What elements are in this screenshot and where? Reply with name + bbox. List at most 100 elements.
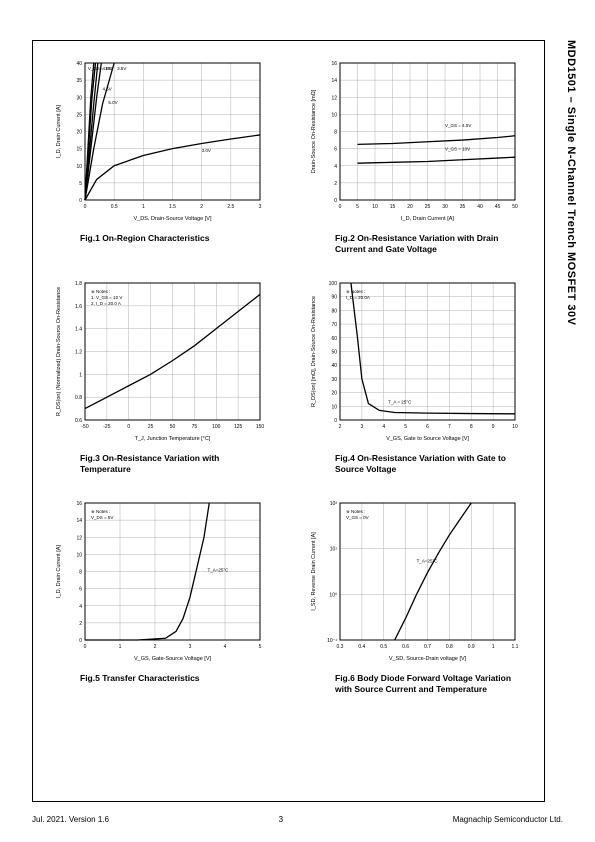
svg-text:12: 12: [331, 95, 337, 101]
svg-text:R_DS(on) (Normalized) Drain-So: R_DS(on) (Normalized) Drain-Source On-Re…: [56, 287, 62, 416]
svg-text:V_GS, Gate to Source Voltage [: V_GS, Gate to Source Voltage [V]: [386, 436, 469, 442]
svg-text:I_D = 20.0A: I_D = 20.0A: [346, 295, 370, 300]
svg-text:V_GS = 0V: V_GS = 0V: [346, 515, 369, 520]
svg-text:※ Notes :: ※ Notes :: [91, 509, 110, 514]
svg-text:80: 80: [331, 308, 337, 314]
svg-text:0.3: 0.3: [337, 644, 344, 650]
svg-text:V_DS, Drain-Source Voltage [V]: V_DS, Drain-Source Voltage [V]: [134, 216, 212, 222]
svg-text:150: 150: [256, 424, 265, 430]
svg-text:0: 0: [334, 198, 337, 204]
svg-text:1.8: 1.8: [75, 281, 82, 287]
svg-text:-25: -25: [103, 424, 110, 430]
svg-text:10: 10: [512, 424, 518, 430]
svg-text:5: 5: [79, 181, 82, 187]
svg-text:50: 50: [512, 204, 518, 210]
svg-text:※ Notes :: ※ Notes :: [346, 289, 365, 294]
svg-text:35: 35: [76, 78, 82, 84]
svg-text:15: 15: [390, 204, 396, 210]
svg-text:10¹: 10¹: [330, 547, 338, 553]
caption-fig5: Fig.5 Transfer Characteristics: [50, 673, 275, 684]
svg-text:V_GS = 4.5V: V_GS = 4.5V: [445, 123, 471, 128]
svg-text:5: 5: [404, 424, 407, 430]
svg-text:1.2: 1.2: [75, 350, 82, 356]
svg-text:6: 6: [79, 587, 82, 593]
svg-text:V_GS, Gate-Source Voltage [V]: V_GS, Gate-Source Voltage [V]: [134, 656, 212, 662]
svg-text:-50: -50: [81, 424, 88, 430]
svg-text:Drain-Source On-Resistance [mΩ: Drain-Source On-Resistance [mΩ]: [311, 89, 317, 173]
svg-text:50: 50: [170, 424, 176, 430]
svg-text:※ Notes :: ※ Notes :: [91, 289, 110, 294]
svg-text:30: 30: [442, 204, 448, 210]
svg-text:R_DS(on) [mΩ], Drain-Source On: R_DS(on) [mΩ], Drain-Source On-Resistanc…: [311, 296, 317, 407]
svg-text:0: 0: [127, 424, 130, 430]
svg-text:14: 14: [331, 78, 337, 84]
chart-fig6: 0.30.40.50.60.70.80.911.110⁻¹10⁰10¹10²T_…: [305, 495, 530, 695]
caption-fig2: Fig.2 On-Resistance Variation with Drain…: [305, 233, 530, 255]
svg-text:I_D, Drain Current [A]: I_D, Drain Current [A]: [56, 545, 62, 598]
svg-text:0: 0: [334, 418, 337, 424]
footer-right: Magnachip Semiconductor Ltd.: [453, 815, 563, 824]
svg-text:0: 0: [79, 638, 82, 644]
svg-text:50: 50: [331, 350, 337, 356]
svg-text:※ Notes :: ※ Notes :: [346, 509, 365, 514]
svg-text:10: 10: [372, 204, 378, 210]
svg-text:10⁰: 10⁰: [329, 593, 337, 599]
svg-text:20: 20: [331, 391, 337, 397]
svg-text:0.7: 0.7: [424, 644, 431, 650]
svg-text:125: 125: [234, 424, 243, 430]
svg-text:0.8: 0.8: [446, 644, 453, 650]
chart-grid: 00.511.522.530510152025303540V_GS = 10V4…: [50, 55, 530, 695]
svg-text:30: 30: [331, 377, 337, 383]
svg-text:16: 16: [331, 61, 337, 67]
svg-text:3: 3: [189, 644, 192, 650]
chart-fig5: 0123450246810121416T_A=25°C※ Notes :V_DS…: [50, 495, 275, 695]
svg-text:10: 10: [331, 112, 337, 118]
svg-text:3.5V: 3.5V: [117, 66, 126, 71]
svg-text:8: 8: [79, 570, 82, 576]
svg-text:45: 45: [495, 204, 501, 210]
svg-text:0.4: 0.4: [358, 644, 365, 650]
svg-text:4: 4: [382, 424, 385, 430]
svg-text:40: 40: [477, 204, 483, 210]
svg-text:90: 90: [331, 295, 337, 301]
svg-text:3: 3: [259, 204, 262, 210]
svg-text:4: 4: [334, 164, 337, 170]
svg-text:0: 0: [339, 204, 342, 210]
svg-text:100: 100: [212, 424, 221, 430]
svg-text:25: 25: [76, 112, 82, 118]
chart-fig2: 051015202530354045500246810121416V_GS = …: [305, 55, 530, 255]
svg-text:5: 5: [356, 204, 359, 210]
svg-text:10⁻¹: 10⁻¹: [327, 638, 337, 644]
svg-text:4: 4: [224, 644, 227, 650]
svg-text:2: 2: [339, 424, 342, 430]
svg-text:30: 30: [76, 95, 82, 101]
svg-text:0.6: 0.6: [402, 644, 409, 650]
svg-text:10: 10: [76, 553, 82, 559]
svg-text:75: 75: [192, 424, 198, 430]
svg-text:40: 40: [331, 363, 337, 369]
svg-text:0: 0: [79, 198, 82, 204]
svg-text:V_SD, Source-Drain voltage [V]: V_SD, Source-Drain voltage [V]: [389, 656, 467, 662]
svg-text:5: 5: [259, 644, 262, 650]
svg-text:8: 8: [470, 424, 473, 430]
svg-text:1.4: 1.4: [75, 327, 82, 333]
svg-text:T_A = 25°C: T_A = 25°C: [388, 400, 412, 405]
footer-center: 3: [279, 815, 283, 824]
svg-text:35: 35: [460, 204, 466, 210]
svg-text:0.5: 0.5: [111, 204, 118, 210]
svg-text:1: 1: [79, 372, 82, 378]
svg-text:1: 1: [142, 204, 145, 210]
svg-text:T_J, Junction Temperature [°C]: T_J, Junction Temperature [°C]: [135, 436, 211, 442]
svg-text:1.1: 1.1: [512, 644, 519, 650]
svg-text:70: 70: [331, 322, 337, 328]
svg-text:0.8: 0.8: [75, 395, 82, 401]
svg-text:9: 9: [492, 424, 495, 430]
svg-text:3: 3: [360, 424, 363, 430]
svg-text:4: 4: [79, 604, 82, 610]
svg-text:2.5: 2.5: [227, 204, 234, 210]
svg-text:8: 8: [334, 130, 337, 136]
svg-text:10: 10: [76, 164, 82, 170]
svg-text:0: 0: [84, 204, 87, 210]
chart-fig3: -50-2502550751001251500.60.811.21.41.61.…: [50, 275, 275, 475]
chart-fig4: 23456789100102030405060708090100T_A = 25…: [305, 275, 530, 475]
